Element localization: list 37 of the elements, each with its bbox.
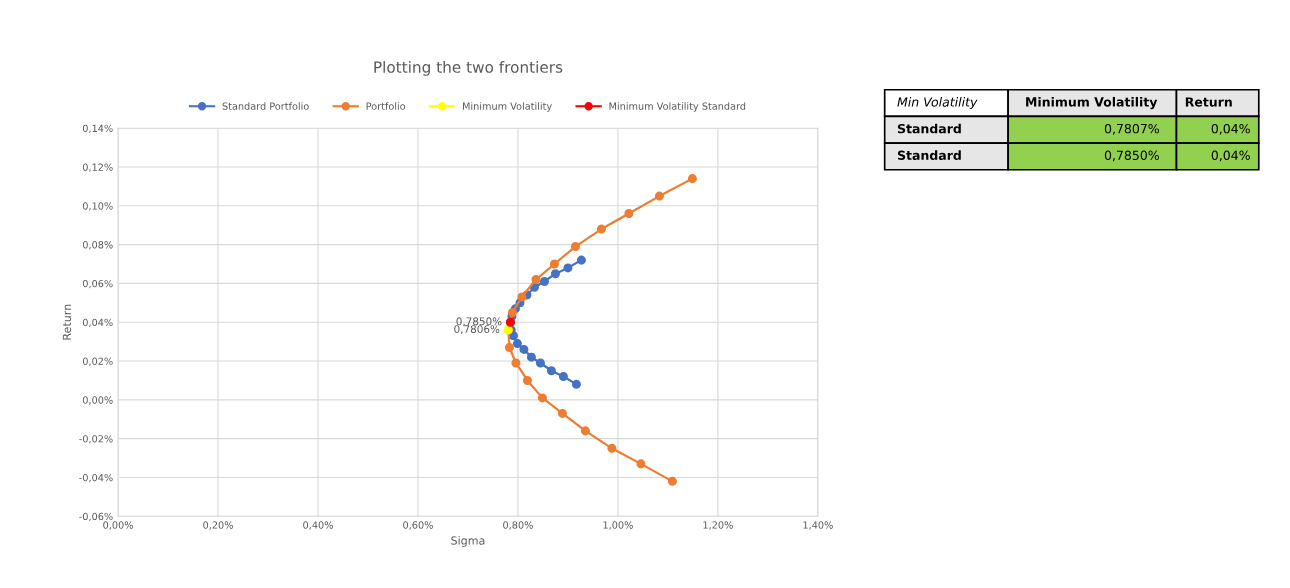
chart-title: Plotting the two frontiers <box>374 61 563 76</box>
y-tick-label: 0,10% <box>82 202 113 211</box>
legend-label: Minimum Volatility Standard <box>609 102 746 112</box>
text: 0,7850% <box>1104 150 1159 162</box>
x-tick-label: 0,00% <box>103 521 133 530</box>
annotation: 0,7806% <box>454 325 500 335</box>
category-label: Standard <box>897 123 961 134</box>
legend-label: Minimum Volatility <box>463 102 552 112</box>
x-tick-label: 0,60% <box>403 521 433 530</box>
text: 0,7807% <box>1104 123 1159 135</box>
legend-label: Standard Portfolio <box>222 102 309 110</box>
y-tick-label: 0,08% <box>82 241 113 250</box>
text: Min Volatility <box>897 97 978 110</box>
category-label: Minimum Volatility <box>1026 96 1158 110</box>
y-axis-title: Return <box>62 304 72 340</box>
y-tick-label: -0,06% <box>79 512 113 522</box>
x-axis-title: Sigma <box>451 536 485 547</box>
x-tick-label: 0,80% <box>503 521 533 530</box>
x-tick-label: 1,00% <box>603 521 633 530</box>
y-tick-label: 0,00% <box>82 396 113 405</box>
y-tick-label: 0,12% <box>82 163 113 172</box>
y-tick-label: -0,02% <box>79 435 113 444</box>
x-tick-label: 1,20% <box>703 521 733 530</box>
text: 0,04% <box>1211 150 1250 162</box>
y-tick-label: 0,06% <box>82 279 113 289</box>
legend-label: Portfolio <box>366 102 406 110</box>
text: 0,04% <box>1211 123 1250 135</box>
x-tick-label: 0,20% <box>203 521 233 530</box>
x-tick-label: 0,40% <box>303 521 333 530</box>
y-tick-label: 0,14% <box>82 124 113 134</box>
y-tick-label: 0,02% <box>82 357 113 366</box>
category-label: Standard <box>897 150 961 161</box>
x-tick-label: 1,40% <box>803 521 833 530</box>
category-label: Return <box>1185 97 1232 107</box>
annotation: 0,7850% <box>456 317 502 327</box>
y-tick-label: -0,04% <box>79 473 113 483</box>
y-tick-label: 0,04% <box>82 318 113 328</box>
